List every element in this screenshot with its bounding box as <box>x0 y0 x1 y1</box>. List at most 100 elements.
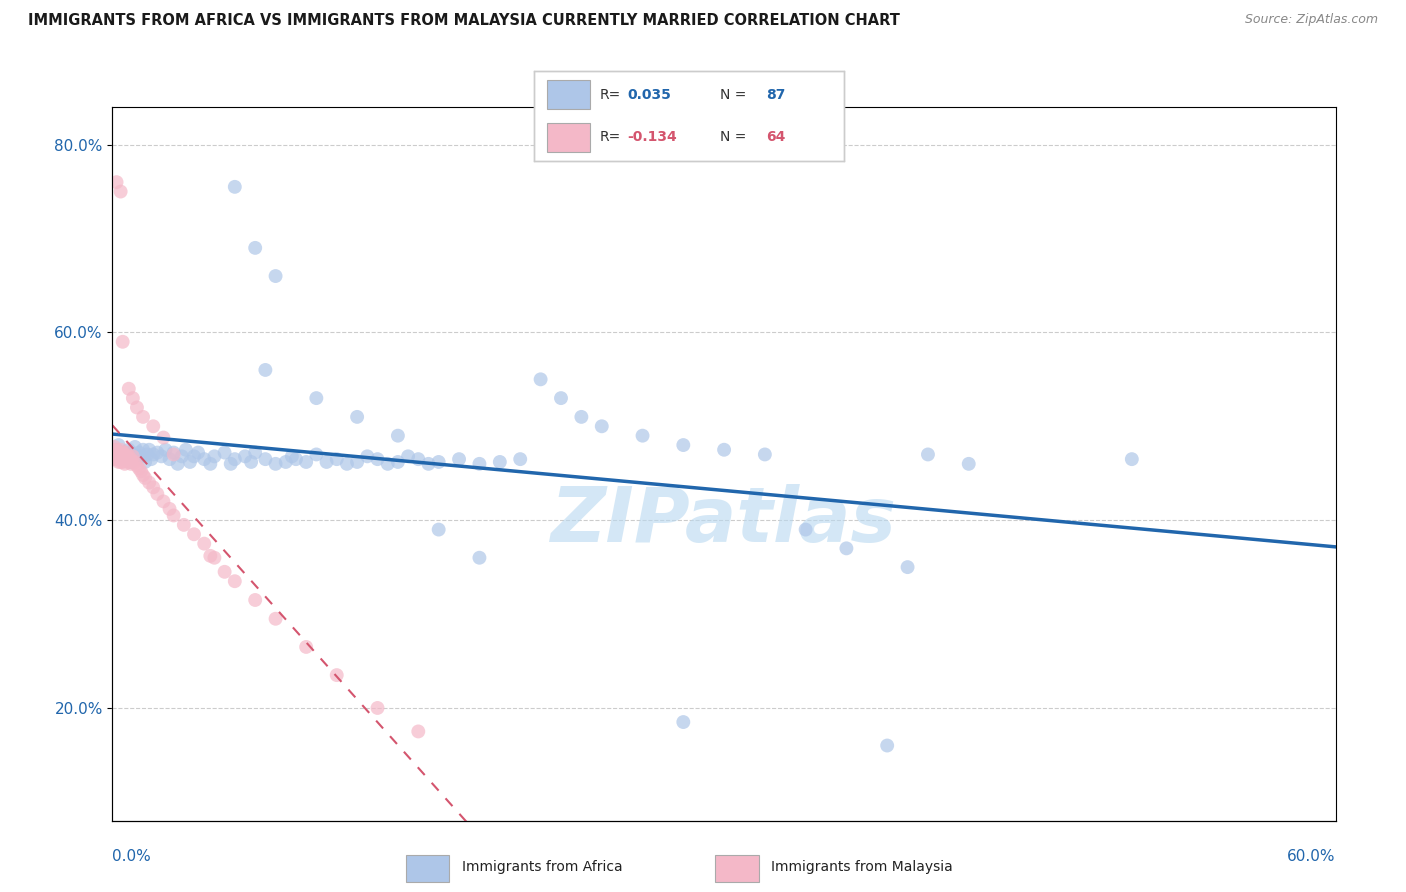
Text: ZIPatlas: ZIPatlas <box>551 484 897 558</box>
Point <box>1121 452 1143 467</box>
Point <box>111 455 134 469</box>
Point <box>114 452 136 467</box>
Point <box>346 455 368 469</box>
FancyBboxPatch shape <box>406 855 450 881</box>
Point <box>125 452 148 467</box>
Point <box>224 574 246 589</box>
Point <box>128 461 150 475</box>
Text: 0.0%: 0.0% <box>112 849 152 864</box>
Point <box>115 452 138 467</box>
FancyBboxPatch shape <box>547 80 591 109</box>
Point <box>204 450 226 464</box>
Point <box>118 455 141 469</box>
Point <box>468 550 491 565</box>
Point <box>174 442 197 457</box>
Point <box>264 612 287 626</box>
Point <box>224 452 246 467</box>
Point <box>103 450 125 464</box>
Point <box>118 382 141 396</box>
Point <box>489 455 512 469</box>
Point <box>122 455 145 469</box>
Point <box>427 523 450 537</box>
Point <box>107 455 129 469</box>
Text: IMMIGRANTS FROM AFRICA VS IMMIGRANTS FROM MALAYSIA CURRENTLY MARRIED CORRELATION: IMMIGRANTS FROM AFRICA VS IMMIGRANTS FRO… <box>28 13 900 29</box>
FancyBboxPatch shape <box>716 855 759 881</box>
Point <box>346 409 368 424</box>
Point <box>794 523 817 537</box>
Point <box>120 455 142 469</box>
Point <box>305 391 328 405</box>
Point <box>366 452 388 467</box>
Point <box>132 442 155 457</box>
Point <box>110 442 132 457</box>
Point <box>170 450 193 464</box>
Point <box>295 455 318 469</box>
Point <box>124 440 146 454</box>
Point <box>118 442 141 457</box>
Point <box>672 714 695 729</box>
Point <box>150 450 173 464</box>
Point <box>591 419 613 434</box>
Text: R=: R= <box>599 130 620 145</box>
Point <box>187 445 209 459</box>
Point <box>105 447 128 461</box>
Point <box>200 457 222 471</box>
Point <box>835 541 858 556</box>
Text: 64: 64 <box>766 130 786 145</box>
Point <box>173 517 195 532</box>
Point <box>336 457 359 471</box>
Text: Source: ZipAtlas.com: Source: ZipAtlas.com <box>1244 13 1378 27</box>
Text: Immigrants from Africa: Immigrants from Africa <box>461 861 623 874</box>
Point <box>111 445 134 459</box>
Point <box>672 438 695 452</box>
Text: -0.134: -0.134 <box>627 130 676 145</box>
Point <box>917 447 939 461</box>
Point <box>713 442 735 457</box>
Text: R=: R= <box>599 87 620 102</box>
Point <box>101 447 124 461</box>
Text: N =: N = <box>720 130 747 145</box>
Point <box>142 447 165 461</box>
Point <box>571 409 593 424</box>
Point <box>305 447 328 461</box>
Point <box>295 640 318 654</box>
Point <box>105 452 128 467</box>
Point <box>387 428 409 442</box>
Point <box>138 442 160 457</box>
Point <box>214 565 236 579</box>
Point <box>107 445 129 459</box>
Point <box>315 455 337 469</box>
Point <box>141 452 163 467</box>
Point <box>129 450 152 464</box>
Point <box>118 450 141 464</box>
Point <box>326 452 349 467</box>
Point <box>152 431 174 445</box>
Point <box>122 450 145 464</box>
Point <box>274 455 297 469</box>
Point <box>200 549 222 563</box>
Point <box>427 455 450 469</box>
Point <box>447 452 470 467</box>
Text: 87: 87 <box>766 87 786 102</box>
Point <box>179 455 201 469</box>
Point <box>193 536 215 550</box>
Point <box>326 668 349 682</box>
Point <box>356 450 378 464</box>
Point <box>110 447 132 461</box>
Text: N =: N = <box>720 87 747 102</box>
Point <box>107 438 129 452</box>
Point <box>146 487 169 501</box>
Point <box>155 442 177 457</box>
Point <box>418 457 440 471</box>
Text: 60.0%: 60.0% <box>1288 849 1336 864</box>
Point <box>101 452 124 467</box>
Point <box>159 502 181 516</box>
Point <box>387 455 409 469</box>
Point <box>408 452 430 467</box>
Point <box>509 452 531 467</box>
Point <box>125 458 148 473</box>
Point <box>110 185 132 199</box>
Text: Immigrants from Malaysia: Immigrants from Malaysia <box>770 861 953 874</box>
Point <box>114 445 136 459</box>
Point <box>163 447 186 461</box>
